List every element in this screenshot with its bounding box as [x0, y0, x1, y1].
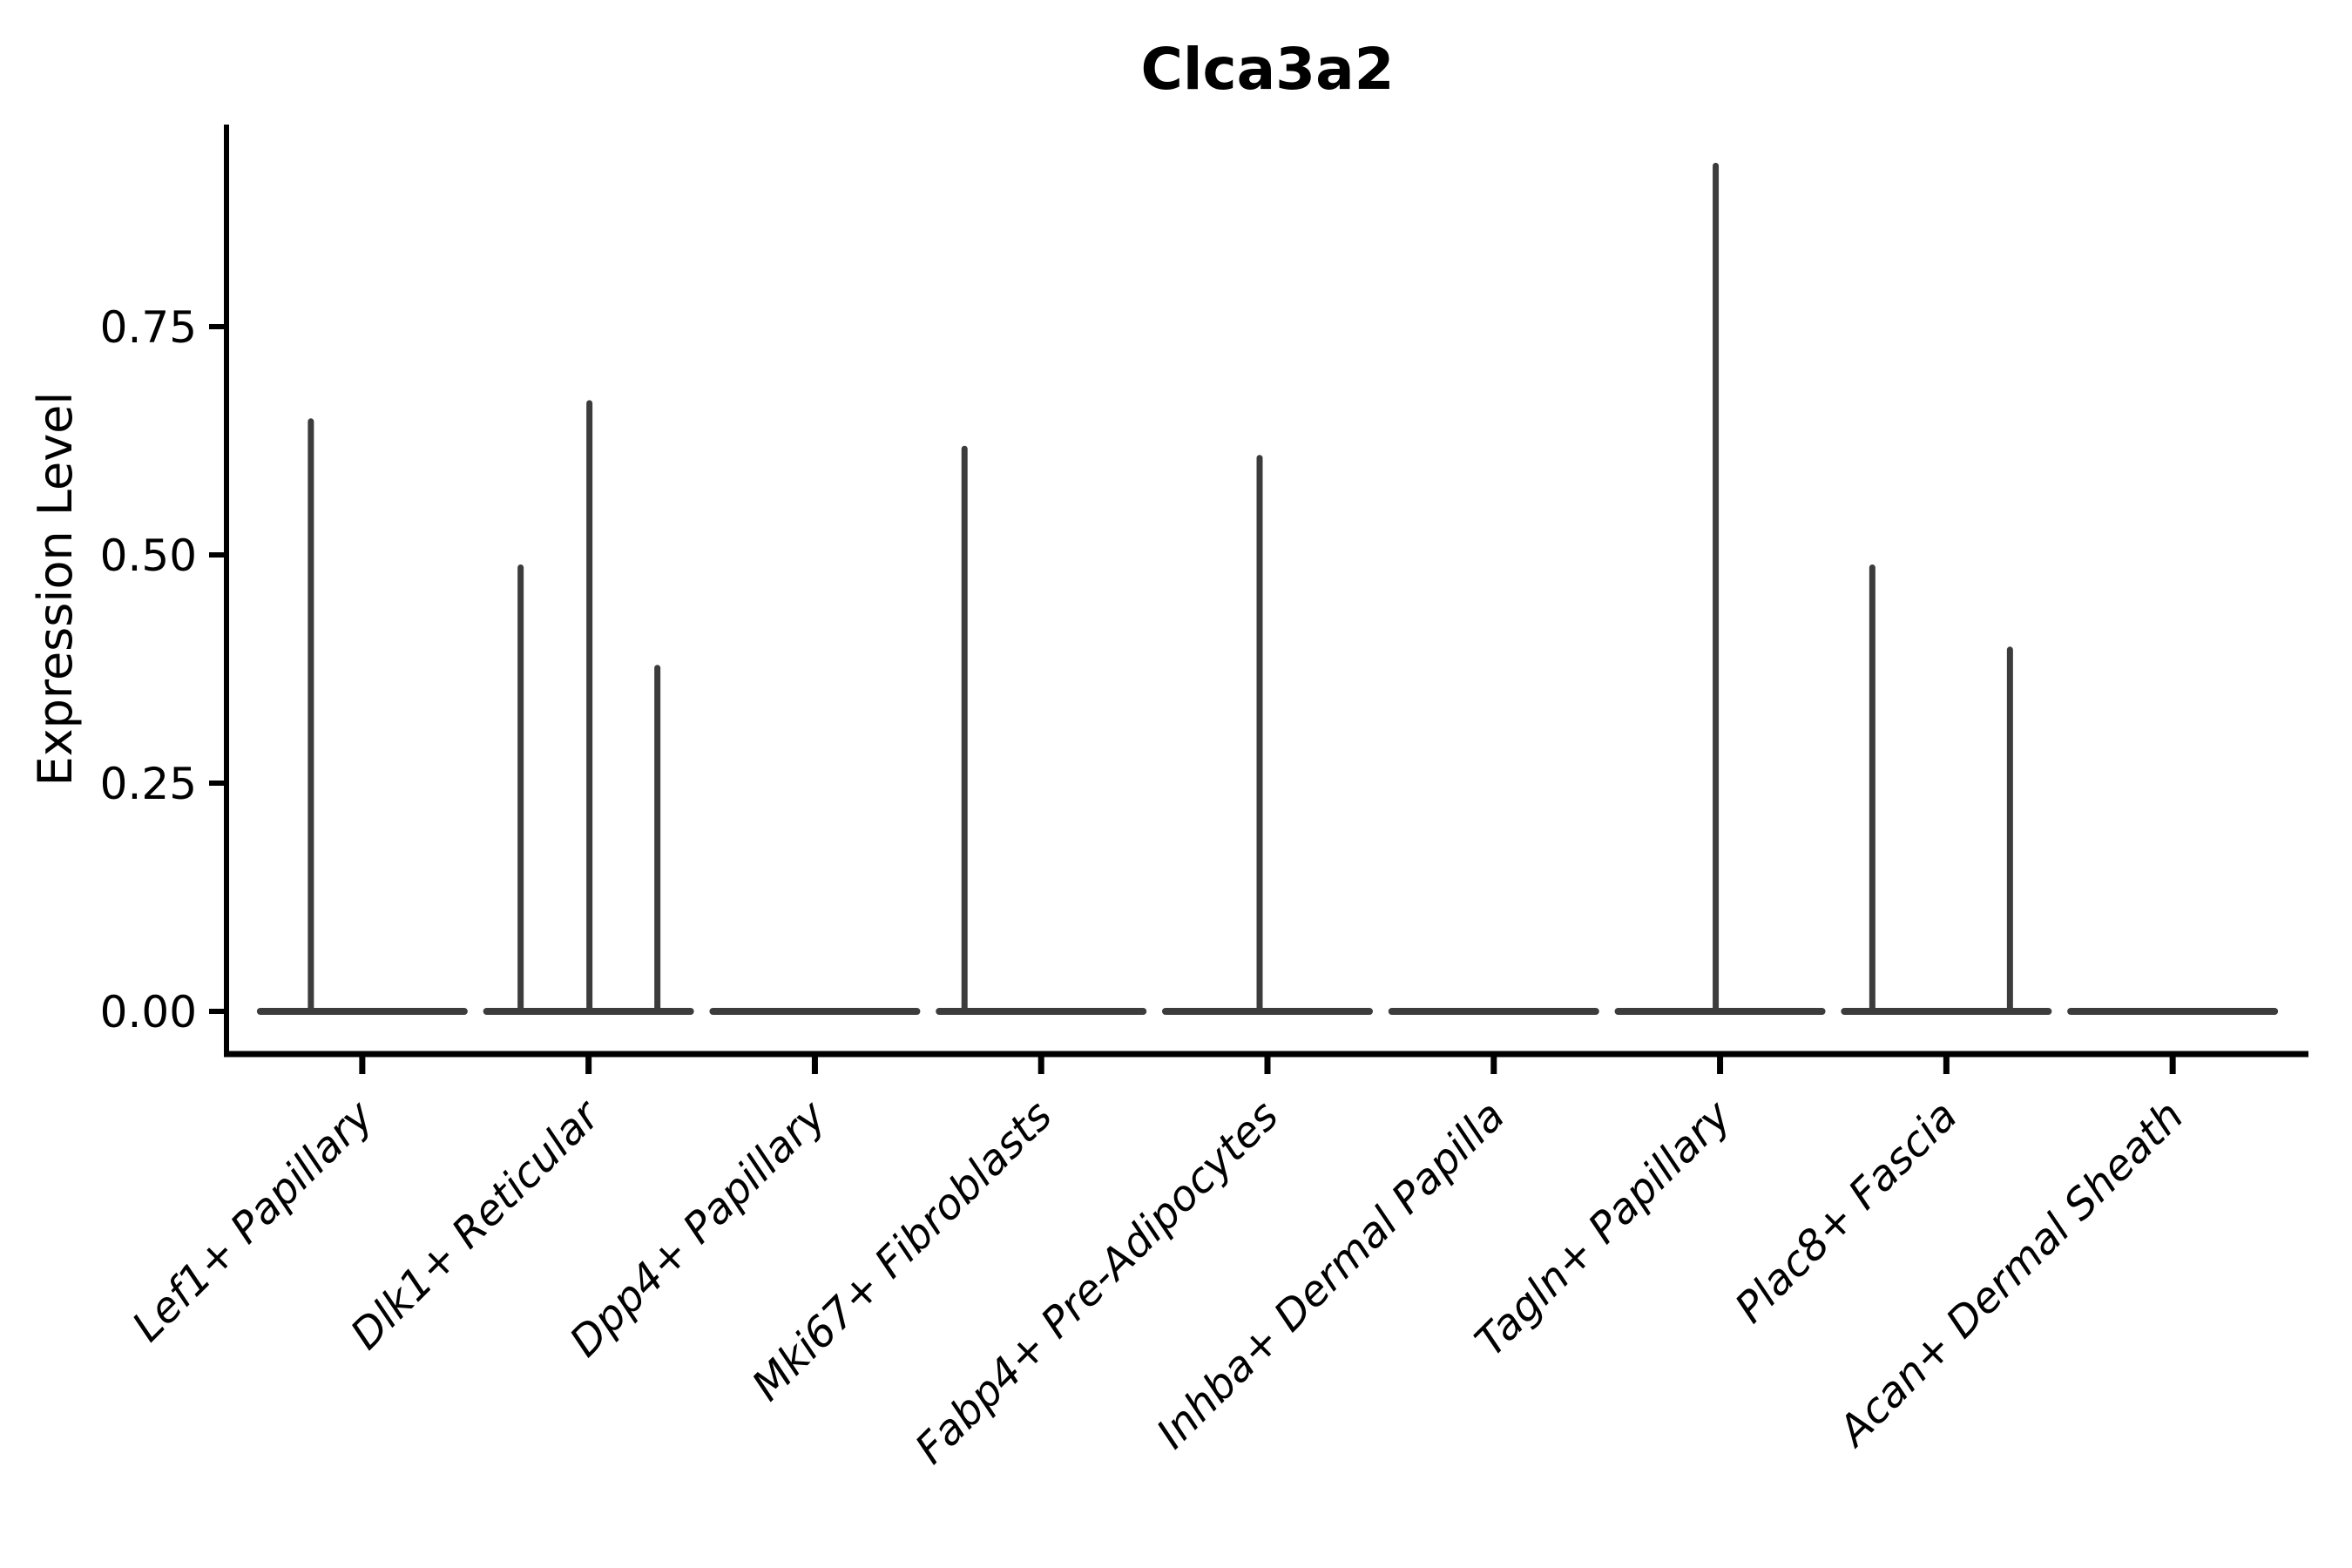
violins — [256, 162, 2279, 1015]
y-tick-label: 0.25 — [100, 759, 197, 809]
x-tick-label-lef1-papillary: Lef1+ Papillary — [123, 1091, 383, 1351]
violin-lef1-papillary — [256, 418, 468, 1015]
y-tick-label: 0.50 — [100, 531, 197, 581]
y-tick-label: 0.75 — [100, 302, 197, 353]
violin-mki67-fibroblasts — [936, 445, 1147, 1015]
x-tick-label-fabp4-pre-adipocytes: Fabp4+ Pre-Adipocytes — [906, 1092, 1288, 1474]
x-tick-label-dlk1-reticular: Dlk1+ Reticular — [341, 1090, 612, 1360]
y-axis-label: Expression Level — [28, 392, 83, 787]
violin-plac8-fascia — [1841, 564, 2052, 1015]
chart-title: Clca3a2 — [1140, 36, 1394, 103]
violin-dlk1-reticular — [483, 400, 694, 1015]
violin-tagln-papillary — [1614, 162, 1826, 1015]
y-tick-label: 0.00 — [100, 987, 197, 1037]
x-tick-label-plac8-fascia: Plac8+ Fascia — [1726, 1092, 1967, 1333]
violin-fabp4-pre-adipocytes — [1162, 455, 1373, 1015]
